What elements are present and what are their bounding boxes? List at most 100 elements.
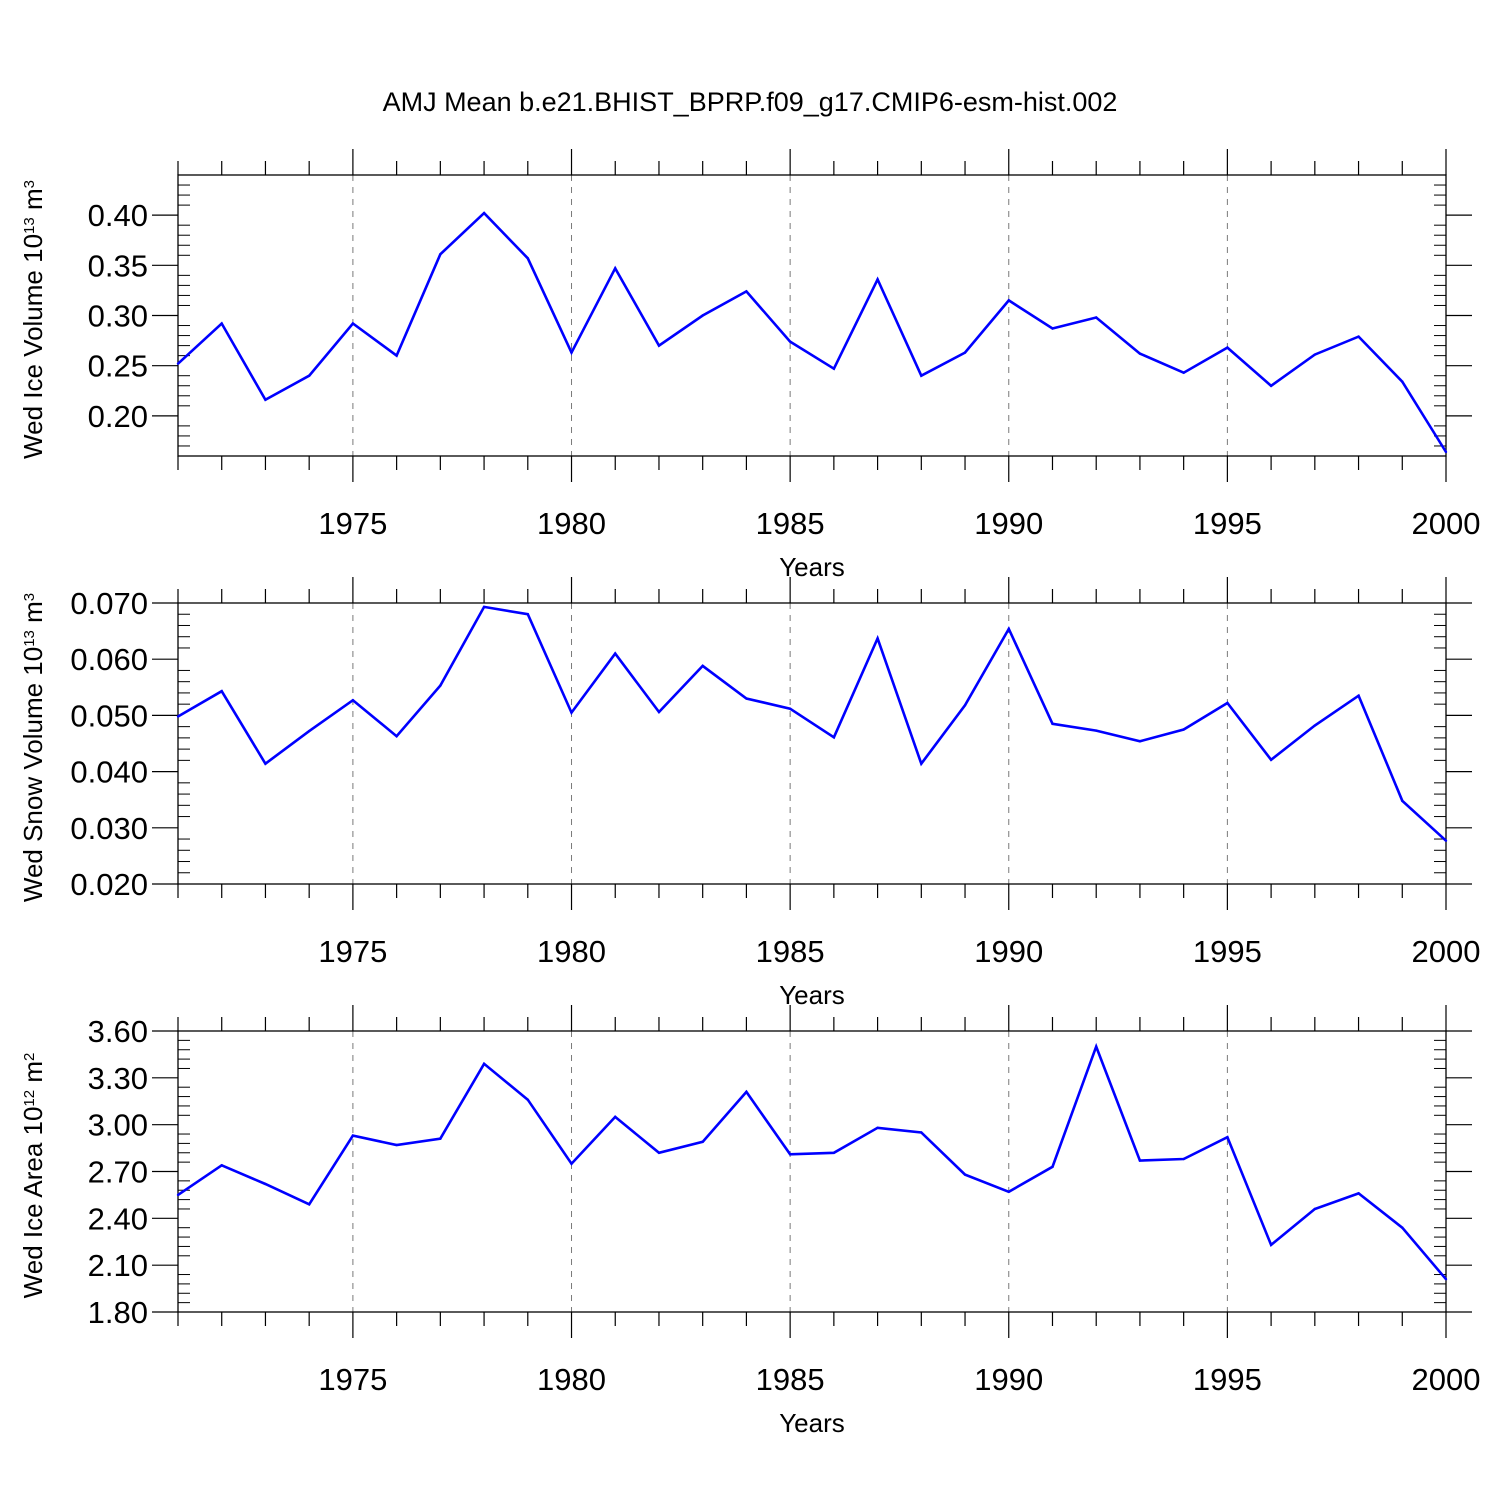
data-point	[1226, 346, 1229, 349]
data-point	[1095, 316, 1098, 319]
data-point	[920, 762, 923, 765]
data-point	[1313, 353, 1317, 356]
x-axis-title: Years	[779, 1408, 845, 1438]
plot-frame	[177, 602, 1447, 885]
data-point	[1226, 701, 1229, 705]
data-point	[1444, 450, 1448, 454]
y-axis-title-part: Wed Ice Volume 10	[18, 234, 48, 459]
data-point	[570, 351, 573, 354]
data-point	[1357, 1192, 1360, 1195]
x-tick-label: 1980	[537, 934, 606, 969]
data-point	[176, 715, 180, 718]
y-axis-title-part: m	[18, 1061, 48, 1090]
series-line	[177, 211, 1448, 453]
data-point	[1401, 1226, 1404, 1229]
data-point	[1138, 740, 1142, 743]
y-tick-label: 2.40	[88, 1201, 148, 1236]
x-tick-label: 1980	[537, 1362, 606, 1397]
data-point	[526, 613, 529, 616]
data-point	[220, 322, 223, 325]
chart-panel-3: 1.80 2.10 2.40 2.70 3.00 3.30 3.60 1975 1980 1985…	[18, 1005, 1480, 1438]
plot-frame	[177, 1030, 1447, 1313]
x-tick-label: 1990	[974, 934, 1043, 969]
data-point	[920, 1131, 923, 1134]
data-point	[351, 699, 355, 702]
y-axis-title-superscript: 12	[21, 1090, 38, 1107]
data-point	[876, 637, 879, 640]
y-tick-label: 0.30	[88, 299, 148, 334]
plot-frame	[177, 174, 1447, 457]
data-point	[482, 1062, 486, 1065]
data-point	[526, 257, 529, 260]
data-point	[701, 314, 704, 317]
data-point	[395, 1143, 398, 1147]
data-point	[307, 374, 311, 377]
data-point	[220, 1164, 223, 1167]
data-point	[876, 278, 879, 281]
data-point	[1226, 1135, 1229, 1139]
y-tick-label: 0.20	[88, 399, 148, 434]
data-point	[1007, 627, 1010, 631]
data-point	[1401, 380, 1404, 383]
data-point	[1313, 1207, 1317, 1211]
data-point	[1007, 299, 1010, 302]
data-point	[351, 322, 355, 325]
data-point	[832, 736, 836, 739]
y-tick-label: 0.25	[88, 349, 148, 384]
y-axis-title-superscript: 13	[21, 217, 38, 234]
y-axis-title-superscript: 2	[21, 1053, 38, 1061]
y-tick-label: 1.80	[88, 1295, 148, 1330]
data-point	[701, 664, 704, 668]
data-point	[963, 351, 967, 354]
data-point	[1095, 729, 1098, 732]
y-tick-label: 3.60	[88, 1014, 148, 1049]
x-tick-label: 1985	[756, 934, 825, 969]
data-point	[657, 710, 661, 714]
data-point	[745, 1090, 748, 1094]
data-point	[657, 1151, 661, 1154]
data-point	[657, 344, 661, 347]
chart-panel-1: 0.20 0.25 0.30 0.35 0.40 1975 1980 1985 1990 1995…	[18, 149, 1480, 582]
y-tick-label: 0.030	[70, 811, 148, 846]
data-point	[614, 1115, 617, 1119]
x-tick-label: 1985	[756, 506, 825, 541]
data-point	[1138, 352, 1142, 355]
data-point	[264, 762, 267, 765]
y-axis-title: Wed Snow Volume 1013 m3	[18, 593, 48, 902]
data-point	[1401, 799, 1404, 803]
x-tick-label: 1985	[756, 1362, 825, 1397]
data-point	[570, 1162, 573, 1165]
data-point	[1182, 1157, 1185, 1161]
data-point	[788, 1153, 792, 1156]
data-point	[701, 1140, 704, 1144]
data-point	[1269, 758, 1273, 761]
y-tick-label: 0.070	[70, 586, 148, 621]
data-point	[920, 374, 923, 377]
data-point	[1269, 1243, 1273, 1247]
data-point	[1269, 384, 1273, 387]
y-axis-title-superscript: 3	[21, 593, 38, 601]
data-point	[1051, 327, 1054, 330]
y-axis-title-superscript: 13	[21, 630, 38, 647]
x-tick-label: 1975	[318, 1362, 387, 1397]
y-axis-title-part: Wed Snow Volume 10	[18, 647, 48, 902]
data-point	[963, 1173, 967, 1176]
y-tick-label: 0.40	[88, 198, 148, 233]
data-point	[1444, 1278, 1448, 1281]
y-axis-title: Wed Ice Area 1012 m2	[18, 1053, 48, 1299]
x-tick-label: 1990	[974, 1362, 1043, 1397]
series-line	[177, 605, 1447, 842]
data-point	[1182, 371, 1185, 374]
x-tick-label: 2000	[1412, 934, 1481, 969]
x-tick-label: 1975	[318, 506, 387, 541]
data-point	[745, 697, 748, 700]
x-tick-label: 1995	[1193, 934, 1262, 969]
data-point	[614, 267, 617, 270]
chart-panel-2: 0.020 0.030 0.040 0.050 0.060 0.070 1975 1980 19…	[18, 577, 1480, 1010]
data-point	[482, 605, 486, 609]
y-tick-label: 3.30	[88, 1061, 148, 1096]
data-point	[176, 1193, 180, 1197]
data-point	[1138, 1159, 1142, 1162]
data-point	[439, 1137, 442, 1140]
data-point	[788, 707, 792, 710]
